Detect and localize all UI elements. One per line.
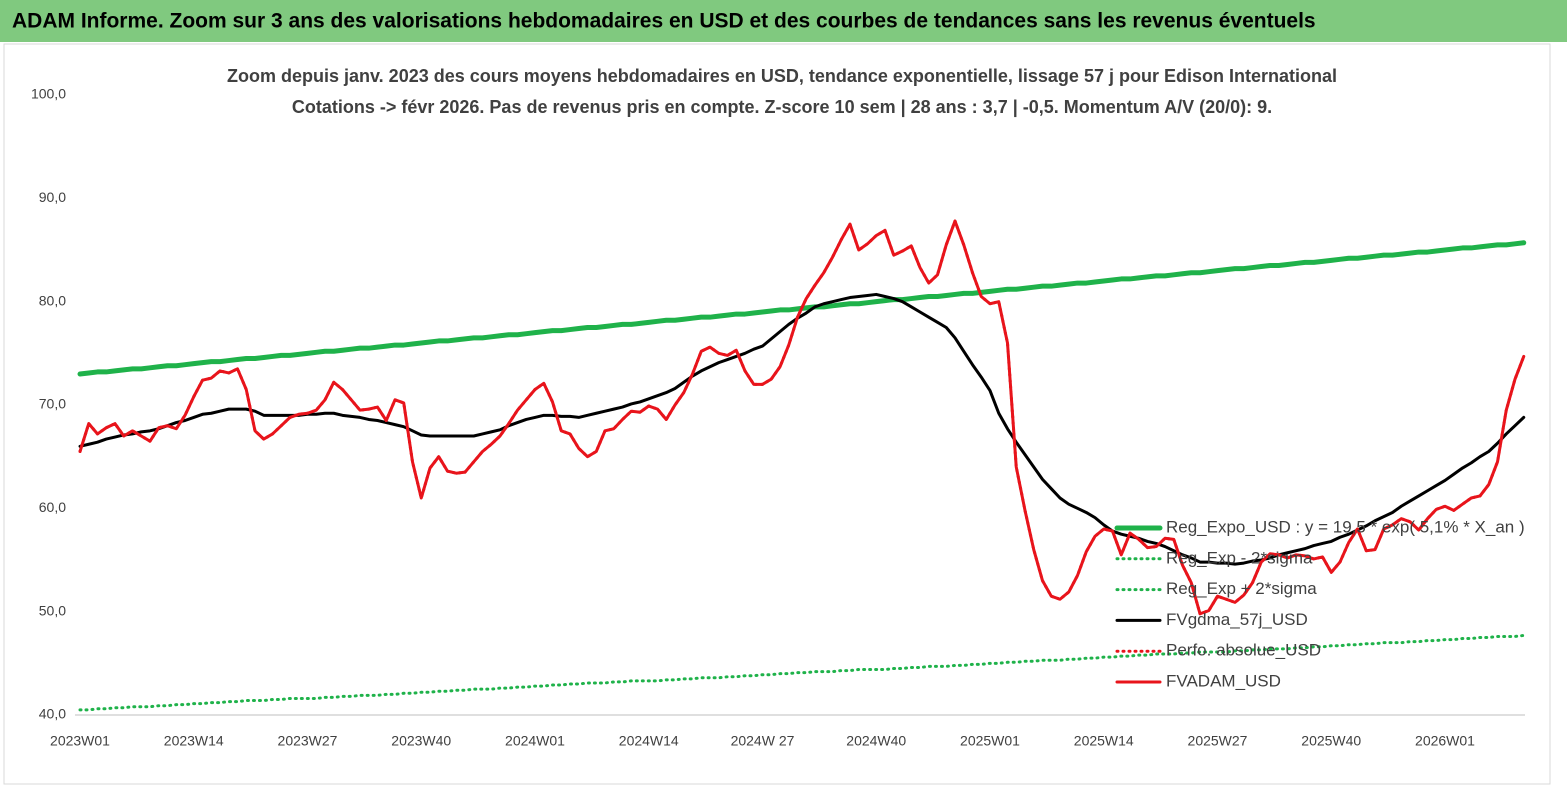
x-tick-label: 2024W14 [619, 733, 679, 749]
subtitle-box [238, 62, 1328, 124]
y-tick-label: 70,0 [39, 396, 66, 412]
header-bar [0, 0, 1567, 42]
x-tick-label: 2024W 27 [731, 733, 795, 749]
y-tick-label: 50,0 [39, 602, 66, 618]
legend-label: Perfo. absolue_USD [1166, 641, 1321, 660]
x-tick-label: 2023W14 [164, 733, 224, 749]
x-tick-label: 2023W27 [278, 733, 338, 749]
y-tick-label: 90,0 [39, 189, 66, 205]
legend-label: Reg_Exp - 2*sigma [1166, 548, 1313, 567]
y-tick-label: 80,0 [39, 292, 66, 308]
chart-title: ADAM Informe. Zoom sur 3 ans des valoris… [12, 10, 1316, 33]
x-tick-label: 2025W01 [960, 733, 1020, 749]
x-tick-label: 2026W01 [1415, 733, 1475, 749]
series-line [78, 292, 1526, 566]
legend-label: FVADAM_USD [1166, 671, 1281, 690]
legend-label: FVgdma_57j_USD [1166, 610, 1308, 629]
x-tick-label: 2023W40 [391, 733, 451, 749]
subtitle: Zoom depuis janv. 2023 des cours moyens … [227, 66, 1337, 86]
x-tick-label: 2024W01 [505, 733, 565, 749]
x-tick-label: 2025W14 [1074, 733, 1134, 749]
x-tick-label: 2025W40 [1301, 733, 1361, 749]
y-tick-label: 40,0 [39, 706, 66, 722]
chart-frame [3, 43, 1551, 785]
series-line [78, 633, 1526, 712]
legend-label: Reg_Exp + 2*sigma [1166, 579, 1317, 598]
y-tick-label: 60,0 [39, 499, 66, 515]
plot-area [77, 219, 1527, 712]
series-line [78, 219, 1526, 616]
x-tick-label: 2023W01 [50, 733, 110, 749]
legend-label: Reg_Expo_USD : y = 19,5 * exp( 5,1% * X_… [1166, 517, 1525, 536]
subtitle: Cotations -> févr 2026. Pas de revenus p… [292, 97, 1272, 117]
x-tick-label: 2024W40 [846, 733, 906, 749]
y-tick-label: 100,0 [31, 86, 66, 102]
x-tick-label: 2025W27 [1188, 733, 1248, 749]
